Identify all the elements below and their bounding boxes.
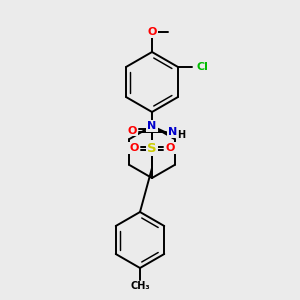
Text: CH₃: CH₃ <box>130 281 150 291</box>
Text: H: H <box>177 130 185 140</box>
Text: N: N <box>147 121 157 131</box>
Text: O: O <box>147 27 157 37</box>
Text: Cl: Cl <box>196 62 208 72</box>
Text: O: O <box>127 125 137 136</box>
Text: N: N <box>168 127 178 137</box>
Text: O: O <box>165 143 175 153</box>
Text: S: S <box>147 142 157 154</box>
Text: O: O <box>129 143 139 153</box>
